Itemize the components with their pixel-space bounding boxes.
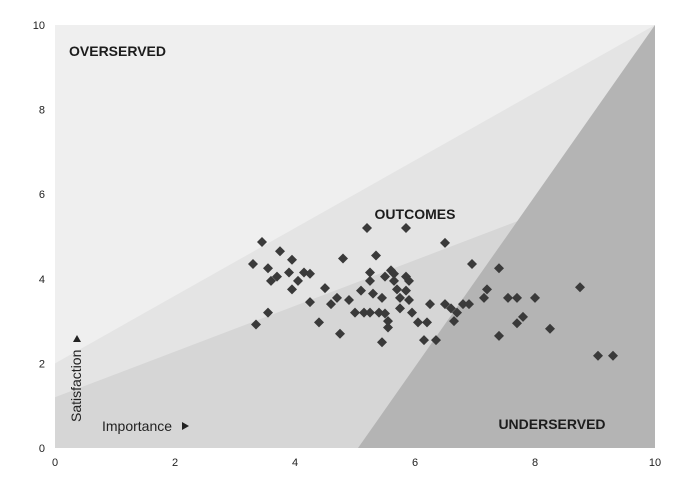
data-point — [251, 319, 261, 330]
data-point — [377, 292, 387, 303]
data-point — [425, 299, 435, 310]
data-point — [419, 335, 429, 346]
data-point — [365, 307, 375, 318]
data-point — [383, 322, 393, 333]
data-point — [263, 263, 273, 274]
data-point — [392, 284, 402, 295]
data-point — [446, 303, 456, 314]
data-point — [482, 284, 492, 295]
data-point — [530, 292, 540, 303]
data-point — [272, 271, 282, 282]
data-point — [305, 297, 315, 308]
y-axis-label: Satisfaction — [68, 335, 84, 422]
data-point — [449, 316, 459, 327]
data-point — [575, 282, 585, 293]
data-point — [467, 258, 477, 269]
data-point — [395, 292, 405, 303]
data-point — [263, 307, 273, 318]
data-point — [257, 236, 267, 247]
x-tick-label: 6 — [412, 457, 418, 469]
data-point — [368, 288, 378, 299]
data-point — [503, 292, 513, 303]
data-point — [377, 337, 387, 348]
data-point — [608, 350, 618, 361]
data-point — [359, 307, 369, 318]
y-tick-label: 8 — [39, 105, 45, 117]
data-point — [380, 308, 390, 319]
data-point — [395, 303, 405, 314]
data-point — [284, 267, 294, 278]
y-tick-label: 6 — [39, 189, 45, 201]
x-axis-arrow-icon — [182, 422, 189, 430]
data-point — [440, 299, 450, 310]
data-point — [338, 253, 348, 264]
x-tick-label: 10 — [649, 457, 661, 469]
data-point — [293, 275, 303, 286]
x-tick-label: 2 — [172, 457, 178, 469]
data-point — [464, 299, 474, 310]
data-point — [365, 267, 375, 278]
data-point — [494, 330, 504, 341]
data-point — [431, 335, 441, 346]
data-point — [512, 318, 522, 329]
data-point — [326, 299, 336, 310]
data-point — [320, 283, 330, 294]
data-point — [404, 294, 414, 305]
x-axis-label: Importance — [102, 418, 189, 434]
data-point — [512, 292, 522, 303]
data-point — [452, 307, 462, 318]
y-axis-label-text: Satisfaction — [68, 350, 84, 422]
data-point — [458, 299, 468, 310]
data-point — [356, 285, 366, 296]
data-point — [350, 307, 360, 318]
region-label-overserved: OVERSERVED — [69, 43, 166, 59]
data-point — [380, 271, 390, 282]
x-axis-label-text: Importance — [102, 418, 172, 434]
data-point — [314, 317, 324, 328]
background-regions — [55, 25, 655, 448]
data-point — [287, 254, 297, 265]
region-label-underserved: UNDERSERVED — [498, 416, 605, 432]
data-point — [494, 263, 504, 274]
data-point — [332, 292, 342, 303]
data-point — [287, 284, 297, 295]
data-point — [305, 268, 315, 279]
data-point — [389, 268, 399, 279]
data-point — [440, 237, 450, 248]
data-point — [413, 317, 423, 328]
data-point — [401, 285, 411, 296]
data-point — [248, 258, 258, 269]
data-points — [248, 223, 618, 361]
data-point — [362, 223, 372, 234]
x-tick-label: 0 — [52, 457, 58, 469]
y-tick-label: 2 — [39, 358, 45, 370]
x-tick-label: 4 — [292, 457, 298, 469]
data-point — [401, 223, 411, 234]
data-point — [371, 250, 381, 261]
region-underserved — [358, 25, 655, 448]
region-label-outcomes: OUTCOMES — [375, 206, 456, 222]
data-point — [422, 317, 432, 328]
data-point — [365, 275, 375, 286]
data-point — [407, 307, 417, 318]
data-point — [404, 275, 414, 286]
x-tick-label: 8 — [532, 457, 538, 469]
data-point — [389, 275, 399, 286]
data-point — [518, 311, 528, 322]
data-point — [266, 275, 276, 286]
data-point — [275, 246, 285, 257]
axis-ticks: 0 2 4 6 8 10 0 2 4 6 8 10 — [33, 20, 661, 469]
data-point — [479, 292, 489, 303]
data-point — [374, 307, 384, 318]
y-axis-arrow-icon — [73, 335, 81, 342]
data-point — [383, 316, 393, 327]
y-tick-label: 0 — [39, 443, 45, 455]
data-point — [593, 350, 603, 361]
y-tick-label: 4 — [39, 274, 45, 286]
data-point — [335, 328, 345, 339]
y-tick-label: 10 — [33, 20, 45, 32]
data-point — [344, 294, 354, 305]
data-point — [545, 323, 555, 334]
